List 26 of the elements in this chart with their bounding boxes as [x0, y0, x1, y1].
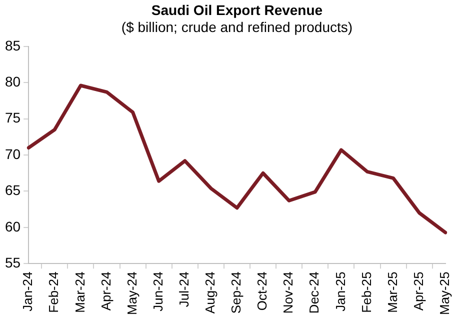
x-tick-label: Apr-25 — [410, 272, 426, 311]
x-tick-label: Feb-25 — [358, 272, 374, 313]
x-tick-label: Nov-24 — [280, 272, 296, 314]
x-tick-label: Mar-24 — [72, 272, 88, 313]
x-tick-label: Sep-24 — [228, 272, 244, 314]
x-tick-label: Jan-25 — [332, 272, 348, 312]
y-tick-label: 60 — [4, 218, 21, 234]
y-tick-label: 55 — [4, 254, 21, 271]
x-tick-label: Jun-24 — [150, 272, 166, 312]
x-tick-label: Apr-24 — [98, 272, 114, 311]
x-tick-label: May-24 — [124, 272, 140, 316]
x-tick-label: Jul-24 — [176, 272, 192, 308]
y-tick-label: 85 — [4, 37, 21, 54]
y-tick-label: 80 — [4, 73, 21, 90]
y-tick-label: 65 — [4, 182, 21, 198]
x-tick-label: Dec-24 — [306, 272, 322, 314]
chart-title: Saudi Oil Export Revenue — [150, 2, 324, 18]
chart-subtitle: ($ billion; crude and refined products) — [120, 19, 354, 35]
y-tick-label: 75 — [4, 110, 21, 126]
x-tick-label: Mar-25 — [384, 272, 400, 313]
x-tick-label: May-25 — [436, 272, 452, 316]
x-tick-label: Jan-24 — [20, 272, 36, 312]
x-tick-label: Aug-24 — [202, 272, 218, 314]
y-tick-label: 70 — [4, 146, 21, 162]
x-tick-label: Oct-24 — [254, 272, 270, 311]
x-tick-label: Feb-24 — [46, 272, 62, 313]
